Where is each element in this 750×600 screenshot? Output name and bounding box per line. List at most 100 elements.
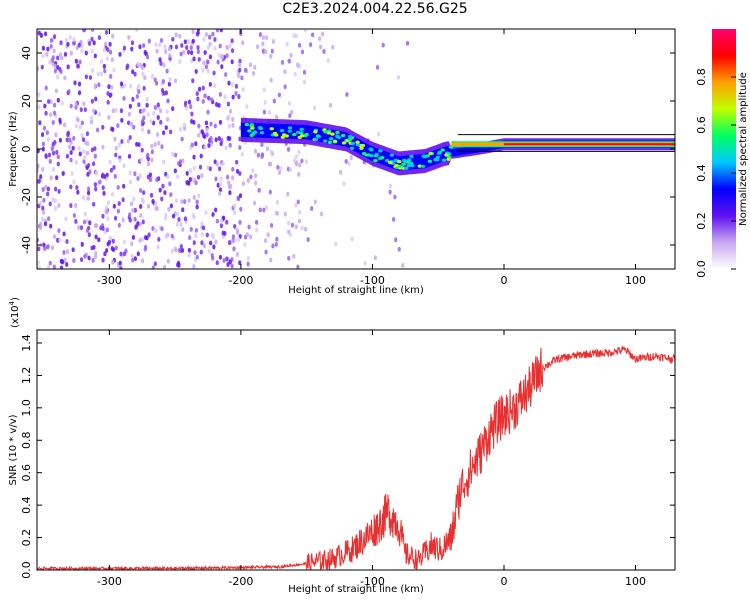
- noise-speckle: [221, 215, 226, 221]
- signal-blob: [421, 154, 426, 158]
- noise-speckle: [183, 199, 187, 204]
- noise-speckle: [236, 196, 241, 202]
- noise-speckle: [77, 42, 81, 48]
- noise-speckle: [151, 226, 155, 231]
- noise-speckle: [238, 220, 242, 225]
- noise-speckle: [263, 238, 268, 243]
- noise-speckle: [220, 54, 225, 59]
- noise-speckle: [80, 43, 84, 49]
- noise-speckle: [179, 222, 183, 227]
- noise-speckle: [181, 207, 185, 213]
- noise-speckle: [86, 195, 90, 201]
- noise-speckle: [91, 258, 95, 263]
- signal-blob: [259, 131, 265, 135]
- noise-speckle: [216, 182, 220, 188]
- noise-speckle: [42, 209, 46, 215]
- noise-speckle: [206, 68, 210, 74]
- noise-speckle: [136, 61, 140, 67]
- noise-speckle: [103, 41, 108, 47]
- noise-speckle: [246, 178, 250, 183]
- noise-speckle: [142, 85, 146, 91]
- noise-speckle: [190, 142, 194, 148]
- noise-speckle: [94, 234, 98, 240]
- noise-speckle: [160, 87, 165, 93]
- noise-speckle: [388, 189, 392, 195]
- signal-blob: [292, 132, 297, 137]
- noise-speckle: [329, 102, 333, 108]
- noise-speckle: [37, 66, 40, 72]
- noise-speckle: [131, 69, 135, 75]
- noise-speckle: [94, 96, 98, 102]
- noise-speckle: [53, 198, 57, 204]
- noise-speckle: [262, 109, 266, 115]
- noise-speckle: [114, 145, 118, 151]
- noise-speckle: [191, 38, 195, 44]
- noise-speckle: [206, 44, 210, 50]
- noise-speckle: [218, 92, 222, 97]
- noise-speckle: [122, 45, 127, 51]
- noise-speckle: [297, 149, 301, 155]
- noise-speckle: [83, 254, 87, 259]
- noise-speckle: [192, 214, 196, 220]
- noise-speckle: [117, 222, 121, 228]
- noise-speckle: [197, 193, 201, 199]
- noise-speckle: [52, 234, 57, 240]
- noise-speckle: [208, 54, 213, 60]
- noise-speckle: [111, 108, 115, 114]
- noise-speckle: [196, 49, 200, 55]
- noise-speckle: [90, 68, 95, 73]
- noise-speckle: [130, 201, 134, 207]
- noise-speckle: [288, 232, 293, 238]
- noise-speckle: [178, 59, 182, 64]
- noise-speckle: [182, 126, 187, 132]
- noise-speckle: [159, 119, 163, 125]
- noise-speckle: [169, 192, 173, 198]
- noise-speckle: [252, 200, 257, 206]
- noise-speckle: [166, 258, 170, 264]
- signal-blob: [388, 161, 393, 165]
- noise-speckle: [80, 241, 84, 247]
- noise-speckle: [92, 201, 96, 207]
- noise-speckle: [41, 146, 45, 152]
- noise-speckle: [196, 96, 200, 102]
- noise-speckle: [228, 142, 232, 148]
- noise-speckle: [161, 159, 166, 165]
- noise-speckle: [128, 103, 132, 109]
- noise-speckle: [170, 233, 174, 239]
- noise-speckle: [131, 207, 135, 213]
- noise-speckle: [287, 100, 292, 106]
- noise-speckle: [56, 161, 60, 167]
- signal-blob: [349, 146, 355, 150]
- noise-speckle: [156, 115, 160, 120]
- noise-speckle: [164, 215, 168, 221]
- noise-speckle: [215, 218, 219, 224]
- noise-speckle: [266, 232, 270, 238]
- noise-speckle: [44, 154, 48, 160]
- noise-speckle: [256, 44, 260, 50]
- noise-speckle: [79, 257, 84, 262]
- noise-speckle: [95, 223, 99, 229]
- noise-speckle: [180, 248, 185, 253]
- noise-speckle: [141, 71, 145, 77]
- noise-speckle: [167, 81, 171, 87]
- snr-panel: -300 -200 -100 0 100 0.0 0.2 0.4 0.6 0.8 1.0 1.2 1.…: [8, 297, 676, 595]
- noise-speckle: [37, 92, 41, 98]
- noise-speckle: [79, 225, 84, 231]
- noise-speckle: [108, 159, 112, 165]
- noise-speckle: [126, 63, 130, 69]
- noise-speckle: [80, 132, 84, 138]
- noise-speckle: [270, 48, 274, 54]
- noise-speckle: [55, 175, 59, 181]
- noise-speckle: [171, 36, 175, 42]
- noise-speckle: [133, 171, 137, 177]
- noise-speckle: [203, 144, 207, 150]
- signal-blob: [378, 149, 383, 153]
- noise-speckle: [208, 81, 212, 87]
- noise-speckle: [78, 124, 82, 130]
- noise-speckle: [217, 103, 221, 108]
- noise-speckle: [298, 209, 302, 215]
- noise-speckle: [204, 210, 208, 215]
- noise-speckle: [47, 264, 51, 269]
- noise-speckle: [104, 205, 108, 211]
- noise-speckle: [210, 97, 214, 103]
